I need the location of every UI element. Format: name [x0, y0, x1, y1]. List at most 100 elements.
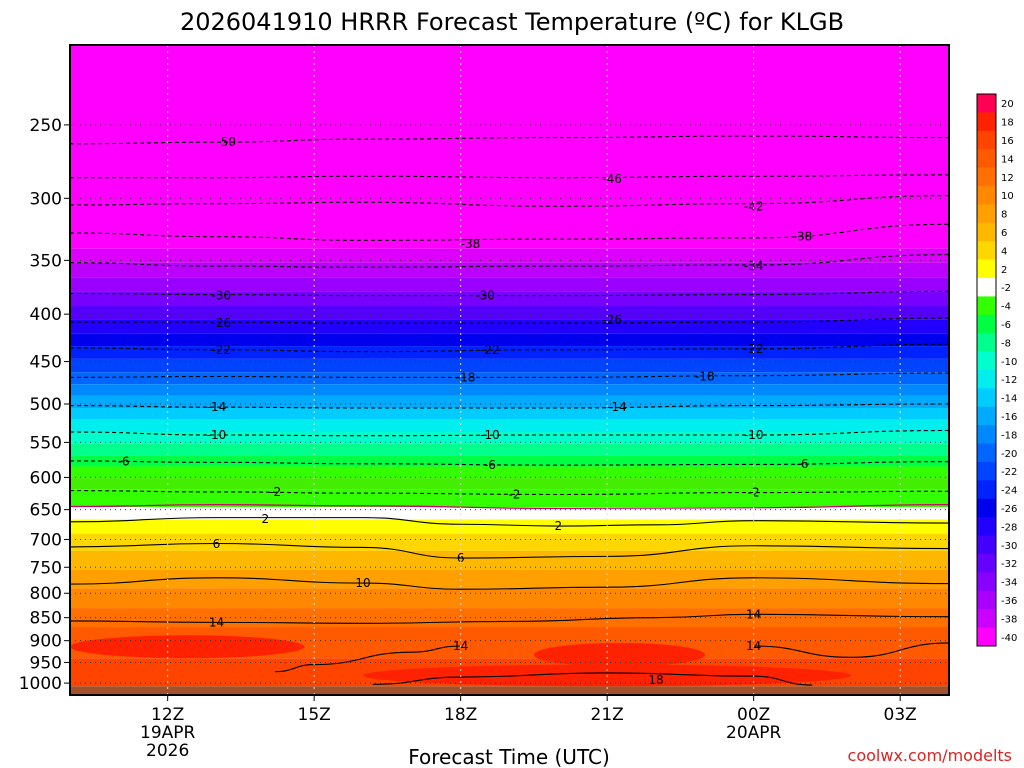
colorbar-label: 20 — [1001, 99, 1014, 110]
contour-label: -22 — [480, 343, 500, 357]
colorbar-swatch — [977, 627, 996, 647]
temperature-band — [70, 346, 949, 359]
colorbar-swatch — [977, 186, 996, 205]
temperature-band — [70, 588, 949, 609]
contour-line — [69, 542, 950, 559]
colorbar-swatch — [977, 388, 996, 408]
temperature-band — [70, 372, 949, 385]
temperature-band — [70, 306, 949, 320]
contour-line — [69, 254, 950, 268]
contour-line — [69, 613, 950, 624]
colorbar-swatch — [977, 204, 996, 224]
temperature-band — [70, 455, 949, 467]
x-tick-sublabel: 2026 — [146, 741, 189, 761]
temperature-band — [70, 248, 949, 263]
grid-lines — [70, 45, 949, 695]
colorbar-label: -28 — [1001, 522, 1017, 533]
colorbar-swatch — [977, 370, 996, 389]
y-tick-label: 900 — [30, 632, 62, 652]
contour-label: -10 — [480, 428, 500, 442]
colorbar-swatch — [977, 406, 996, 426]
contour-label: -10 — [207, 428, 227, 442]
temperature-band — [70, 533, 949, 551]
x-tick-sublabel: 20APR — [726, 723, 782, 743]
colorbar-swatch — [977, 498, 996, 518]
temperature-band — [70, 419, 949, 432]
y-tick-label: 750 — [30, 558, 62, 578]
contour-label: 6 — [457, 551, 465, 565]
contour-label: -26 — [602, 313, 622, 327]
colorbar-swatch — [977, 443, 996, 463]
y-tick-label: 550 — [30, 433, 62, 453]
temperature-band — [70, 443, 949, 456]
colorbar-label: -4 — [1001, 302, 1011, 313]
below-ground-area — [70, 686, 949, 695]
y-tick-label: 600 — [30, 468, 62, 488]
y-tick-label: 850 — [30, 609, 62, 629]
colorbar-swatch — [977, 130, 996, 150]
contour-line — [69, 429, 950, 437]
colorbar-swatch — [977, 554, 996, 573]
contour-line — [69, 403, 950, 409]
colorbar-label: -12 — [1001, 375, 1017, 386]
colorbar-swatch — [977, 590, 996, 610]
contour-label: -6 — [797, 457, 809, 471]
colorbar-label: -30 — [1001, 541, 1017, 552]
colorbar-swatch — [977, 241, 996, 261]
temperature-band — [70, 489, 949, 508]
y-tick-label: 350 — [30, 251, 62, 271]
colorbar-label: -26 — [1001, 504, 1017, 515]
y-tick-label: 500 — [30, 395, 62, 415]
credit-text: coolwx.com/modelts — [848, 746, 1012, 765]
temperature-band — [70, 408, 949, 420]
contour-line — [69, 372, 950, 378]
contour-line — [69, 577, 950, 590]
colorbar-swatch — [977, 149, 996, 169]
contour-label: -38 — [793, 230, 813, 244]
colorbar-label: -22 — [1001, 467, 1017, 478]
colorbar-swatch — [977, 572, 996, 592]
contour-label: 18 — [648, 673, 663, 687]
colorbar-swatch — [977, 314, 996, 334]
contour-line — [69, 174, 950, 179]
contour-line — [69, 343, 950, 353]
colorbar-label: -14 — [1001, 394, 1017, 405]
colorbar-label: 12 — [1001, 173, 1014, 184]
colorbar-label: -2 — [1001, 283, 1011, 294]
contour-label: -46 — [602, 172, 622, 186]
colorbar-label: -20 — [1001, 449, 1017, 460]
axes: 250 300 350 400 450 500 550 600 650 700 750 800 850 9… — [19, 116, 917, 761]
contour-line — [69, 195, 950, 207]
contour-label: -26 — [212, 316, 232, 330]
colorbar-label: -32 — [1001, 559, 1017, 570]
contour-label: -2 — [508, 487, 520, 501]
colorbar-swatch — [977, 480, 996, 500]
colorbar-swatch — [977, 535, 996, 555]
contour-lines: -50-46-42-38-38-34-30 -30-26 -26-22 -22 -22-… — [69, 135, 950, 687]
y-tick-label: 700 — [30, 530, 62, 550]
contour-label: -42 — [744, 199, 764, 213]
colorbar-label: 4 — [1001, 246, 1007, 257]
contour-label: 6 — [213, 537, 221, 551]
warm-patch — [533, 642, 705, 667]
y-tick-label: 950 — [30, 653, 62, 673]
temperature-band — [70, 507, 949, 520]
temperature-band — [70, 466, 949, 479]
colorbar-label: -16 — [1001, 412, 1017, 423]
temperature-band — [70, 277, 949, 292]
contour-label: 2 — [262, 512, 270, 526]
contour-label: -22 — [744, 342, 764, 356]
x-tick-label: 21Z — [591, 705, 624, 725]
colorbar-swatch — [977, 351, 996, 371]
colorbar-label: 16 — [1001, 136, 1014, 147]
colorbar-label: -40 — [1001, 633, 1017, 644]
colorbar-swatch — [977, 278, 996, 297]
colorbar-label: 18 — [1001, 118, 1014, 129]
temperature-band — [70, 478, 949, 490]
colorbar-label: 6 — [1001, 228, 1007, 239]
chart-title: 2026041910 HRRR Forecast Temperature (ºC… — [180, 8, 844, 36]
colorbar-swatch — [977, 112, 996, 132]
colorbar-swatch — [977, 517, 996, 537]
colorbar-swatch — [977, 259, 996, 279]
